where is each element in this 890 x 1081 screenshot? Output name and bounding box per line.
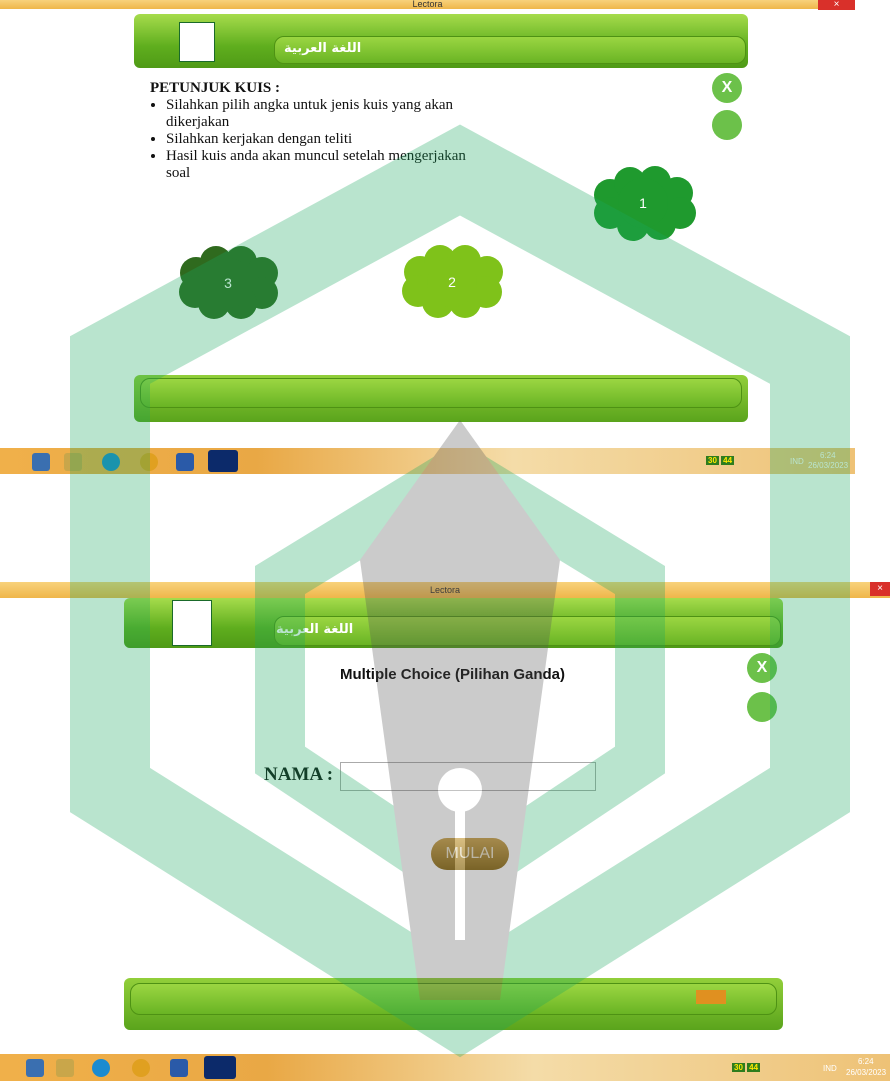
word-icon[interactable] xyxy=(170,1059,188,1077)
clock-time: 6:24 xyxy=(820,451,836,460)
instructions-title: PETUNJUK KUIS : xyxy=(150,80,486,97)
language: IND xyxy=(790,457,804,466)
header-title: اللغة العربية xyxy=(284,41,361,56)
edge-icon[interactable] xyxy=(102,453,120,471)
quiz-button[interactable]: 3 xyxy=(213,275,243,291)
explorer-icon[interactable] xyxy=(56,1059,74,1077)
footer-band xyxy=(140,378,742,408)
start-button[interactable]: MULAI xyxy=(431,838,509,870)
lectora-icon[interactable] xyxy=(204,1056,236,1079)
name-input[interactable] xyxy=(340,762,596,791)
instructions-list: Silahkan pilih angka untuk jenis kuis ya… xyxy=(150,97,486,182)
close-button[interactable]: × xyxy=(818,0,855,10)
title-bar: Lectora xyxy=(0,0,855,9)
footer-band xyxy=(130,983,777,1015)
header: اللغة العربية xyxy=(134,14,748,68)
instruction: Hasil kuis anda akan muncul setelah meng… xyxy=(166,148,486,182)
indicator: 44 xyxy=(721,456,734,465)
clock-date: 26/03/2023 xyxy=(808,461,848,470)
home-button[interactable] xyxy=(747,692,777,722)
chrome-icon[interactable] xyxy=(132,1059,150,1077)
indicator: 30 xyxy=(732,1063,745,1072)
language: IND xyxy=(823,1064,837,1073)
clock-time: 6:24 xyxy=(858,1057,874,1066)
title-bar: Lectora xyxy=(0,582,890,598)
quiz-button[interactable]: 2 xyxy=(437,274,467,290)
window-title: Lectora xyxy=(412,0,442,9)
footer xyxy=(124,978,783,1030)
lectora-icon[interactable] xyxy=(208,450,238,472)
tray: 30 44 xyxy=(732,1063,760,1072)
quiz-button[interactable]: 1 xyxy=(628,195,658,211)
instruction: Silahkan pilih angka untuk jenis kuis ya… xyxy=(166,97,486,131)
clock-date: 26/03/2023 xyxy=(846,1068,886,1077)
taskbar: 30 44 IND 6:24 26/03/2023 xyxy=(0,448,855,474)
logo xyxy=(179,22,215,62)
edge-icon[interactable] xyxy=(92,1059,110,1077)
close-button[interactable]: × xyxy=(870,582,890,596)
logo xyxy=(172,600,212,646)
exit-button[interactable]: X xyxy=(712,73,742,103)
indicator: 30 xyxy=(706,456,719,465)
page: Lectora × اللغة العربية PETUNJUK KUIS : … xyxy=(0,0,890,1081)
start-icon[interactable] xyxy=(32,453,50,471)
name-label: NAMA : xyxy=(264,764,333,786)
back-button[interactable] xyxy=(696,990,726,1004)
word-icon[interactable] xyxy=(176,453,194,471)
exit-button[interactable]: X xyxy=(747,653,777,683)
header-title: اللغة العربية xyxy=(276,622,353,637)
indicator: 44 xyxy=(747,1063,760,1072)
explorer-icon[interactable] xyxy=(64,453,82,471)
window-title: Lectora xyxy=(430,585,460,595)
tray: 30 44 xyxy=(706,456,734,465)
instructions: PETUNJUK KUIS : Silahkan pilih angka unt… xyxy=(150,80,486,182)
taskbar: 30 44 IND 6:24 26/03/2023 xyxy=(0,1054,890,1081)
footer xyxy=(134,375,748,422)
chrome-icon[interactable] xyxy=(140,453,158,471)
start-icon[interactable] xyxy=(26,1059,44,1077)
home-button[interactable] xyxy=(712,110,742,140)
header: اللغة العربية xyxy=(124,598,783,648)
instruction: Silahkan kerjakan dengan teliti xyxy=(166,131,486,148)
